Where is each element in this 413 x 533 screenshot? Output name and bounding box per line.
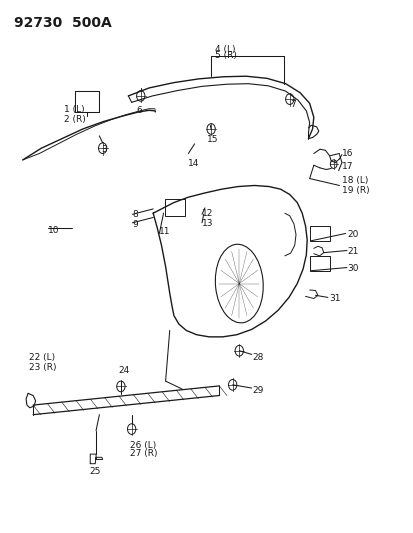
Text: 6: 6 bbox=[136, 106, 142, 115]
Text: 31: 31 bbox=[328, 294, 340, 303]
Text: 20: 20 bbox=[347, 230, 358, 239]
Text: 22 (L)
23 (R): 22 (L) 23 (R) bbox=[29, 353, 56, 372]
Text: 15: 15 bbox=[206, 135, 218, 144]
Text: 10: 10 bbox=[47, 226, 59, 235]
Text: 30: 30 bbox=[347, 264, 358, 273]
Text: 24: 24 bbox=[118, 366, 129, 375]
Text: 16: 16 bbox=[341, 149, 352, 158]
Text: 28: 28 bbox=[252, 353, 263, 361]
Text: 7: 7 bbox=[289, 100, 295, 109]
Text: 26 (L): 26 (L) bbox=[130, 441, 156, 450]
Text: 92730  500A: 92730 500A bbox=[14, 16, 112, 30]
Text: 17: 17 bbox=[341, 162, 352, 171]
Text: 29: 29 bbox=[252, 386, 263, 394]
Text: 11: 11 bbox=[159, 228, 171, 236]
Text: 3: 3 bbox=[101, 145, 107, 154]
Text: 14: 14 bbox=[188, 159, 199, 168]
Text: 21: 21 bbox=[347, 247, 358, 256]
Text: 8
9: 8 9 bbox=[132, 210, 138, 229]
Text: 25: 25 bbox=[89, 467, 100, 476]
Text: 12
13: 12 13 bbox=[202, 209, 213, 228]
Text: 5 (R): 5 (R) bbox=[215, 51, 237, 60]
Text: 4 (L): 4 (L) bbox=[215, 45, 235, 54]
Text: 27 (R): 27 (R) bbox=[130, 449, 157, 458]
Text: 18 (L)
19 (R): 18 (L) 19 (R) bbox=[341, 176, 368, 195]
Text: 1 (L)
2 (R): 1 (L) 2 (R) bbox=[64, 105, 86, 124]
